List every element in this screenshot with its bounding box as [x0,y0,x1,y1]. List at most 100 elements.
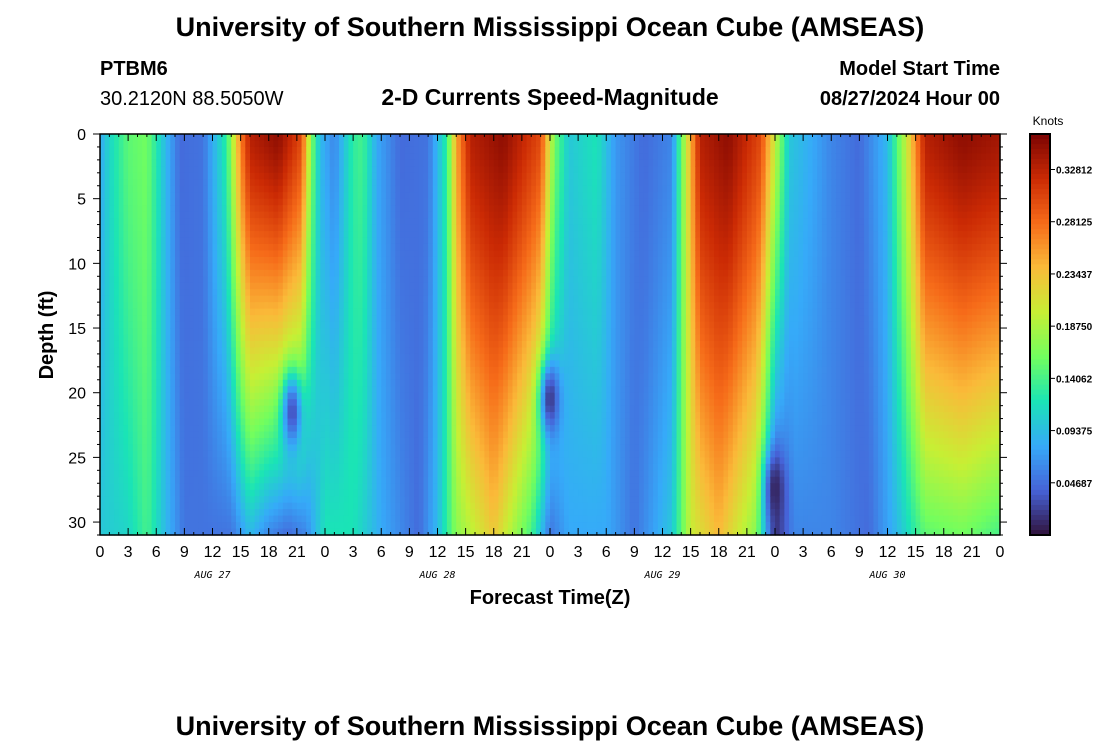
heatmap-cell [334,503,339,510]
heatmap-cell [278,432,283,439]
heatmap-cell [381,212,386,219]
heatmap-cell [166,451,171,458]
heatmap-cell [138,360,143,367]
heatmap-cell [156,373,161,380]
heatmap-cell [161,509,166,516]
heatmap-cell [409,302,414,309]
heatmap-cell [114,419,119,426]
heatmap-cell [367,218,372,225]
heatmap-cell [114,347,119,354]
heatmap-cell [423,490,428,497]
heatmap-cell [325,380,330,387]
heatmap-cell [255,140,260,147]
heatmap-cell [461,257,466,264]
heatmap-cell [198,231,203,238]
heatmap-cell [245,147,250,154]
heatmap-cell [452,432,457,439]
heatmap-cell [123,186,128,193]
heatmap-cell [438,173,443,180]
heatmap-cell [133,205,138,212]
heatmap-cell [166,166,171,173]
heatmap-cell [250,399,255,406]
heatmap-cell [288,477,293,484]
heatmap-cell [241,192,246,199]
heatmap-cell [330,140,335,147]
heatmap-cell [128,192,133,199]
heatmap-cell [377,244,382,251]
heatmap-cell [353,425,358,432]
heatmap-cell [198,393,203,400]
heatmap-cell [330,147,335,154]
heatmap-cell [227,257,232,264]
heatmap-cell [395,289,400,296]
heatmap-cell [367,173,372,180]
heatmap-cell [222,283,227,290]
heatmap-cell [273,153,278,160]
heatmap-cell [119,218,124,225]
heatmap-cell [259,393,264,400]
heatmap-cell [475,186,480,193]
heatmap-cell [241,503,246,510]
heatmap-cell [156,438,161,445]
heatmap-cell [433,212,438,219]
heatmap-cell [306,225,311,232]
heatmap-cell [344,205,349,212]
heatmap-cell [236,147,241,154]
heatmap-cell [236,503,241,510]
heatmap-cell [330,218,335,225]
heatmap-cell [419,373,424,380]
heatmap-cell [409,147,414,154]
heatmap-cell [161,406,166,413]
heatmap-cell [377,373,382,380]
heatmap-cell [348,205,353,212]
heatmap-cell [245,444,250,451]
heatmap-cell [316,315,321,322]
heatmap-cell [334,399,339,406]
heatmap-cell [119,354,124,361]
heatmap-cell [433,225,438,232]
heatmap-cell [123,490,128,497]
heatmap-cell [344,160,349,167]
heatmap-cell [161,270,166,277]
heatmap-cell [330,399,335,406]
heatmap-cell [372,192,377,199]
heatmap-cell [269,250,274,257]
heatmap-cell [208,289,213,296]
heatmap-cell [227,173,232,180]
heatmap-cell [311,276,316,283]
heatmap-cell [316,244,321,251]
heatmap-cell [334,406,339,413]
heatmap-cell [438,335,443,342]
heatmap-cell [395,438,400,445]
heatmap-cell [222,367,227,374]
heatmap-cell [213,464,218,471]
heatmap-cell [470,503,475,510]
heatmap-cell [142,199,147,206]
heatmap-cell [456,166,461,173]
heatmap-cell [292,166,297,173]
heatmap-cell [475,140,480,147]
heatmap-cell [170,347,175,354]
heatmap-cell [109,134,114,141]
heatmap-cell [147,166,152,173]
heatmap-cell [189,335,194,342]
heatmap-cell [100,237,105,244]
heatmap-cell [213,380,218,387]
heatmap-cell [475,179,480,186]
heatmap-cell [320,470,325,477]
heatmap-cell [400,147,405,154]
heatmap-cell [222,406,227,413]
heatmap-cell [320,347,325,354]
heatmap-cell [189,140,194,147]
heatmap-cell [269,328,274,335]
heatmap-cell [227,386,232,393]
heatmap-cell [227,328,232,335]
heatmap-cell [456,341,461,348]
heatmap-cell [123,393,128,400]
heatmap-cell [452,412,457,419]
heatmap-cell [105,367,110,374]
heatmap-cell [409,470,414,477]
heatmap-cell [213,490,218,497]
heatmap-cell [475,244,480,251]
heatmap-cell [109,406,114,413]
